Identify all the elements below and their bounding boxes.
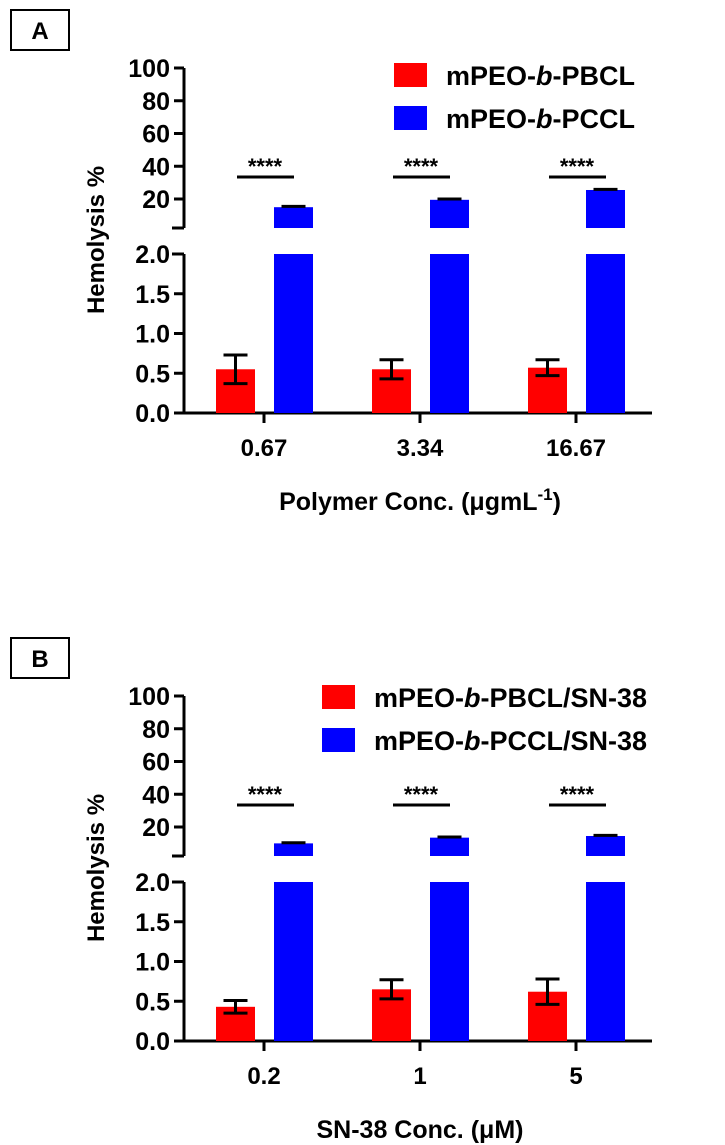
- y-tick-label: 1.5: [135, 281, 170, 309]
- y-axis-label: Hemolysis %: [83, 166, 110, 314]
- panel-label-box: [10, 9, 70, 51]
- significance-label: ****: [404, 154, 439, 179]
- y-tick-label: 80: [142, 716, 170, 744]
- y-axis-label: Hemolysis %: [83, 794, 110, 942]
- panel-A: A 20 40 60 80 100 0.0 0.5 1.0 1.5 2.0 Hemolysis % 0.…: [10, 9, 652, 516]
- legend-label: mPEO-b-PBCL/SN-38: [374, 683, 647, 713]
- x-tick-label: 1: [413, 1063, 426, 1090]
- y-tick-label: 60: [142, 121, 170, 149]
- x-tick-label: 16.67: [546, 435, 606, 462]
- legend-label-suffix: -PBCL/SN-38: [481, 683, 648, 713]
- y-tick-label: 20: [142, 814, 170, 842]
- legend-label-prefix: mPEO-: [374, 683, 464, 713]
- legend-label-prefix: mPEO-: [374, 726, 464, 756]
- y-tick-label: 1.0: [135, 321, 170, 349]
- x-tick-label: 3.34: [397, 435, 444, 462]
- y-tick-label: 100: [128, 55, 170, 83]
- bar-mPEO-b-PCCL/SN-38-upper: [274, 843, 313, 856]
- legend-label: mPEO-b-PBCL: [446, 61, 635, 91]
- legend-swatch: [394, 106, 427, 130]
- panel-label-box: [10, 637, 70, 679]
- bar-mPEO-b-PCCL-upper: [274, 207, 313, 228]
- y-tick-label: 40: [142, 781, 170, 809]
- legend-label-suffix: -PBCL: [553, 61, 636, 91]
- legend-swatch: [322, 685, 355, 709]
- y-tick-label: 0.5: [135, 360, 170, 388]
- significance-label: ****: [248, 782, 283, 807]
- y-tick-label: 2.0: [135, 241, 170, 269]
- y-tick-label: 80: [142, 88, 170, 116]
- significance-label: ****: [560, 782, 595, 807]
- y-tick-label: 60: [142, 749, 170, 777]
- bar-mPEO-b-PCCL-lower: [430, 254, 469, 413]
- x-axis-label: Polymer Conc. (μgmL-1): [279, 485, 561, 516]
- y-tick-label: 40: [142, 153, 170, 181]
- x-tick-label: 0.67: [241, 435, 288, 462]
- y-tick-label: 1.0: [135, 949, 170, 977]
- significance-label: ****: [404, 782, 439, 807]
- x-axis-label-text: Polymer Conc. (μgmL: [279, 488, 537, 516]
- y-tick-label: 2.0: [135, 869, 170, 897]
- bar-mPEO-b-PCCL/SN-38-lower: [274, 882, 313, 1041]
- panel-B: B 20 40 60 80 100 0.0 0.5 1.0 1.5 2.0 Hemolysis % 0.…: [10, 637, 652, 1144]
- x-tick-label: 0.2: [247, 1063, 280, 1090]
- legend-label-suffix: -PCCL: [553, 104, 636, 134]
- bar-mPEO-b-PCCL/SN-38-upper: [586, 836, 625, 856]
- bar-mPEO-b-PCCL-lower: [274, 254, 313, 413]
- legend-label-suffix: -PCCL/SN-38: [481, 726, 648, 756]
- y-tick-label: 0.0: [135, 1028, 170, 1056]
- panel-label: B: [31, 646, 48, 673]
- x-axis-label-end: ): [553, 488, 561, 516]
- legend-label: mPEO-b-PCCL: [446, 104, 635, 134]
- y-tick-label: 0.5: [135, 988, 170, 1016]
- x-axis-label-sup: -1: [537, 485, 552, 504]
- x-axis-label-text: SN-38 Conc. (μM): [317, 1116, 524, 1144]
- bar-mPEO-b-PCCL-upper: [430, 199, 469, 228]
- legend-label-italic: b: [536, 61, 553, 91]
- bar-mPEO-b-PCCL-lower: [586, 254, 625, 413]
- bar-mPEO-b-PCCL/SN-38-upper: [430, 837, 469, 856]
- significance-label: ****: [248, 154, 283, 179]
- significance-label: ****: [560, 154, 595, 179]
- panel-label: A: [31, 18, 48, 45]
- bar-mPEO-b-PCCL/SN-38-lower: [586, 882, 625, 1041]
- legend-label-prefix: mPEO-: [446, 61, 536, 91]
- y-tick-label: 0.0: [135, 400, 170, 428]
- legend-label-prefix: mPEO-: [446, 104, 536, 134]
- y-tick-label: 1.5: [135, 909, 170, 937]
- y-tick-label: 20: [142, 186, 170, 214]
- bar-mPEO-b-PCCL/SN-38-lower: [430, 882, 469, 1041]
- legend-label: mPEO-b-PCCL/SN-38: [374, 726, 647, 756]
- legend-label-italic: b: [464, 683, 481, 713]
- legend-label-italic: b: [464, 726, 481, 756]
- y-tick-label: 100: [128, 683, 170, 711]
- legend-swatch: [322, 728, 355, 752]
- x-axis-label: SN-38 Conc. (μM): [317, 1116, 524, 1144]
- x-tick-label: 5: [569, 1063, 582, 1090]
- legend-swatch: [394, 63, 427, 87]
- bar-mPEO-b-PCCL-upper: [586, 189, 625, 228]
- legend-label-italic: b: [536, 104, 553, 134]
